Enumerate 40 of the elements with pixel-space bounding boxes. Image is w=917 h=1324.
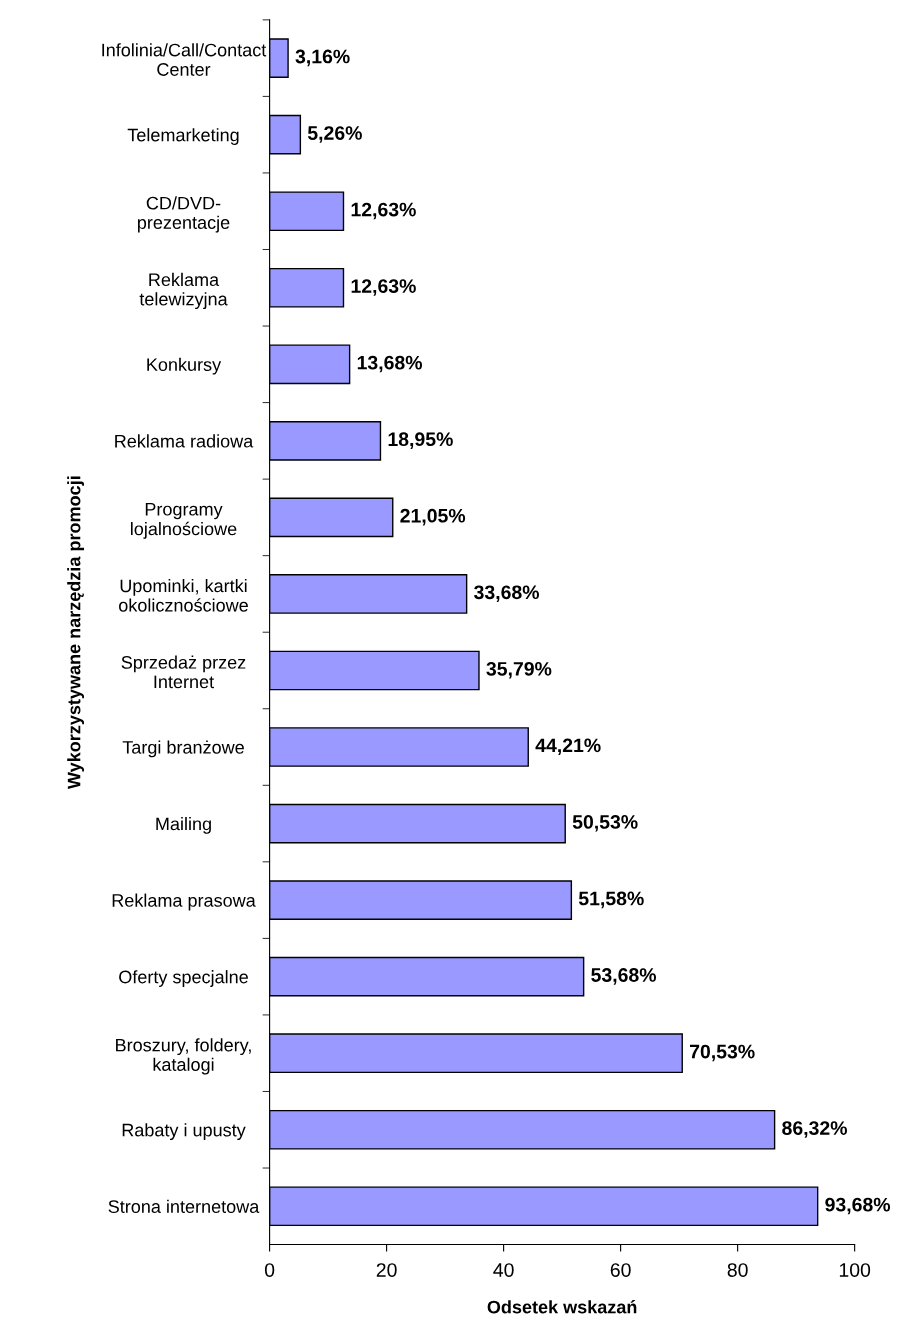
- data-label: 86,32%: [782, 1121, 847, 1138]
- y-tick-label: Strona internetowa: [108, 1199, 260, 1214]
- y-tick-label: Reklama prasowa: [112, 893, 256, 911]
- data-label: 12,63%: [351, 279, 416, 296]
- y-tick-label: Broszury, foldery, katalogi: [116, 1038, 251, 1075]
- y-tick-label: Upominki, kartki okolicznościowe: [119, 578, 248, 612]
- y-tick-label: Reklama radiowa: [115, 434, 254, 448]
- x-tick-label: 0: [264, 1263, 275, 1277]
- y-tick-label: Oferty specjalne: [119, 970, 248, 987]
- y-tick-label: CD/DVD- prezentacje: [137, 196, 230, 233]
- x-tick-label: 100: [839, 1263, 871, 1277]
- data-label: 44,21%: [535, 738, 601, 756]
- y-tick-label: Infolinia/Call/Contact Center: [102, 43, 267, 76]
- data-label: 12,63%: [351, 202, 416, 220]
- data-label: 50,53%: [572, 815, 638, 832]
- data-label: 51,58%: [578, 891, 644, 909]
- data-label: 13,68%: [357, 355, 423, 373]
- data-label: 70,53%: [690, 1044, 755, 1062]
- data-label: 53,68%: [591, 968, 657, 985]
- x-tick-label: 20: [376, 1263, 397, 1277]
- y-tick-label: Targi branżowe: [122, 740, 244, 758]
- y-tick-label: Konkursy: [147, 357, 222, 375]
- y-tick-label: Mailing: [156, 817, 211, 834]
- x-tick-label: 40: [493, 1263, 514, 1277]
- y-tick-label: Sprzedaż przez Internet: [121, 655, 246, 689]
- y-tick-label: Telemarketing: [127, 128, 239, 145]
- y-axis-title: Wykorzystywane narzędzia promocji: [67, 476, 85, 790]
- data-label: 3,16%: [295, 49, 350, 67]
- x-tick-label: 60: [610, 1263, 631, 1277]
- y-tick-label: Programy lojalnościowe: [131, 502, 237, 539]
- data-label: 5,26%: [307, 126, 362, 143]
- data-label: 18,95%: [388, 432, 453, 449]
- x-axis-title: Odsetek wskazań: [487, 1300, 637, 1314]
- data-label: 21,05%: [400, 508, 466, 526]
- data-label: 35,79%: [486, 661, 552, 679]
- y-tick-label: Reklama telewizyjna: [139, 272, 228, 310]
- x-tick-label: 80: [727, 1263, 748, 1277]
- data-label: 33,68%: [474, 585, 540, 602]
- data-label: 93,68%: [825, 1197, 891, 1215]
- y-tick-label: Rabaty i upusty: [122, 1123, 246, 1141]
